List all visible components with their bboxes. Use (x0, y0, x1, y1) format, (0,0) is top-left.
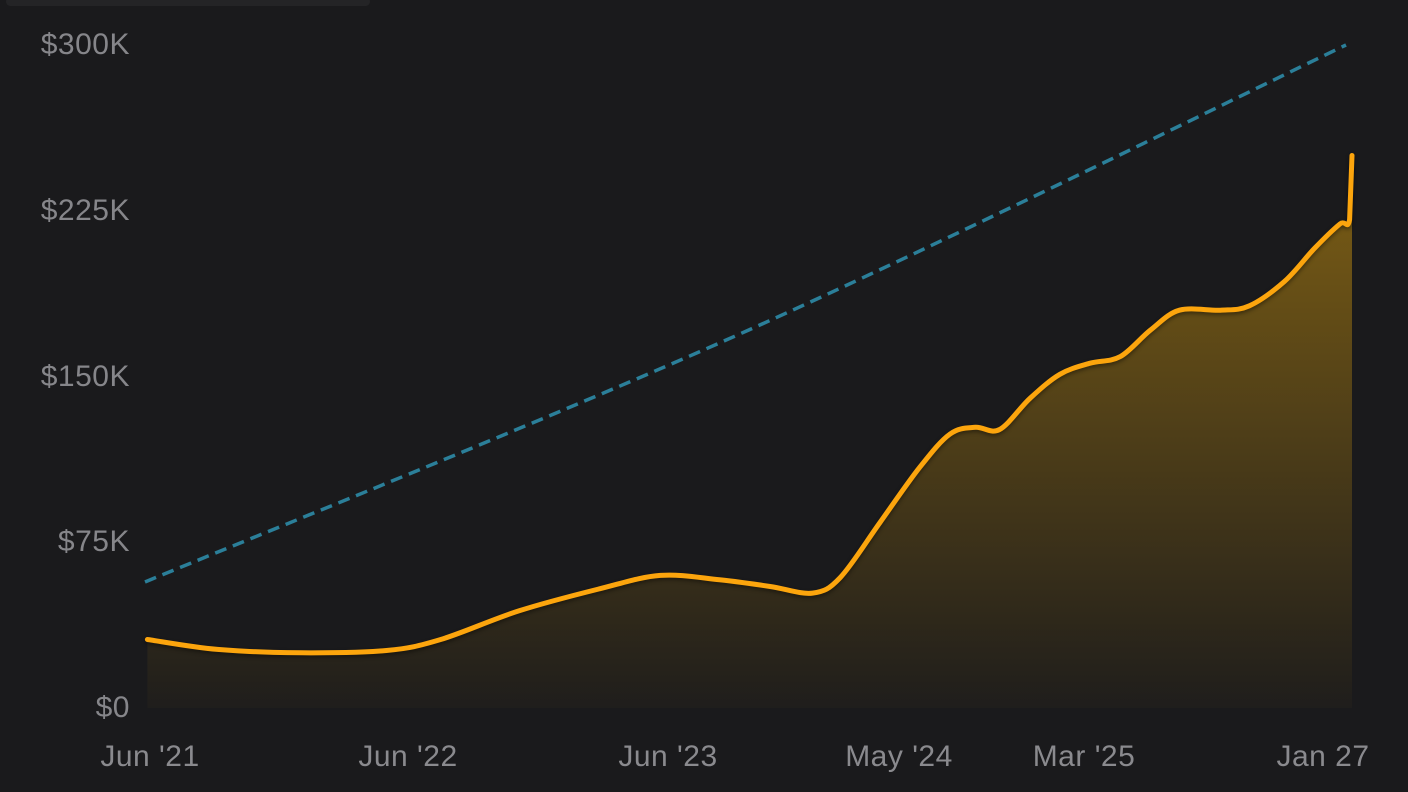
x-axis-label: Jun '23 (618, 740, 718, 773)
x-axis-label: Jun '21 (100, 740, 200, 773)
y-axis-label: $225K (40, 194, 130, 227)
x-axis-label: Jun '22 (358, 740, 458, 773)
x-axis-label: Jan 27 (1276, 740, 1370, 773)
actual-series-line (144, 153, 1355, 656)
x-axis-label: May '24 (845, 740, 953, 773)
y-axis-label: $150K (40, 360, 130, 393)
y-axis-label: $75K (57, 525, 130, 558)
x-axis-label: Mar '25 (1032, 740, 1136, 773)
y-axis-label: $0 (95, 691, 130, 724)
projection-dashed-line (144, 43, 1347, 584)
actual-series-area-fill (147, 155, 1352, 708)
y-axis-label: $300K (40, 28, 130, 61)
panel-top-edge (6, 0, 370, 6)
